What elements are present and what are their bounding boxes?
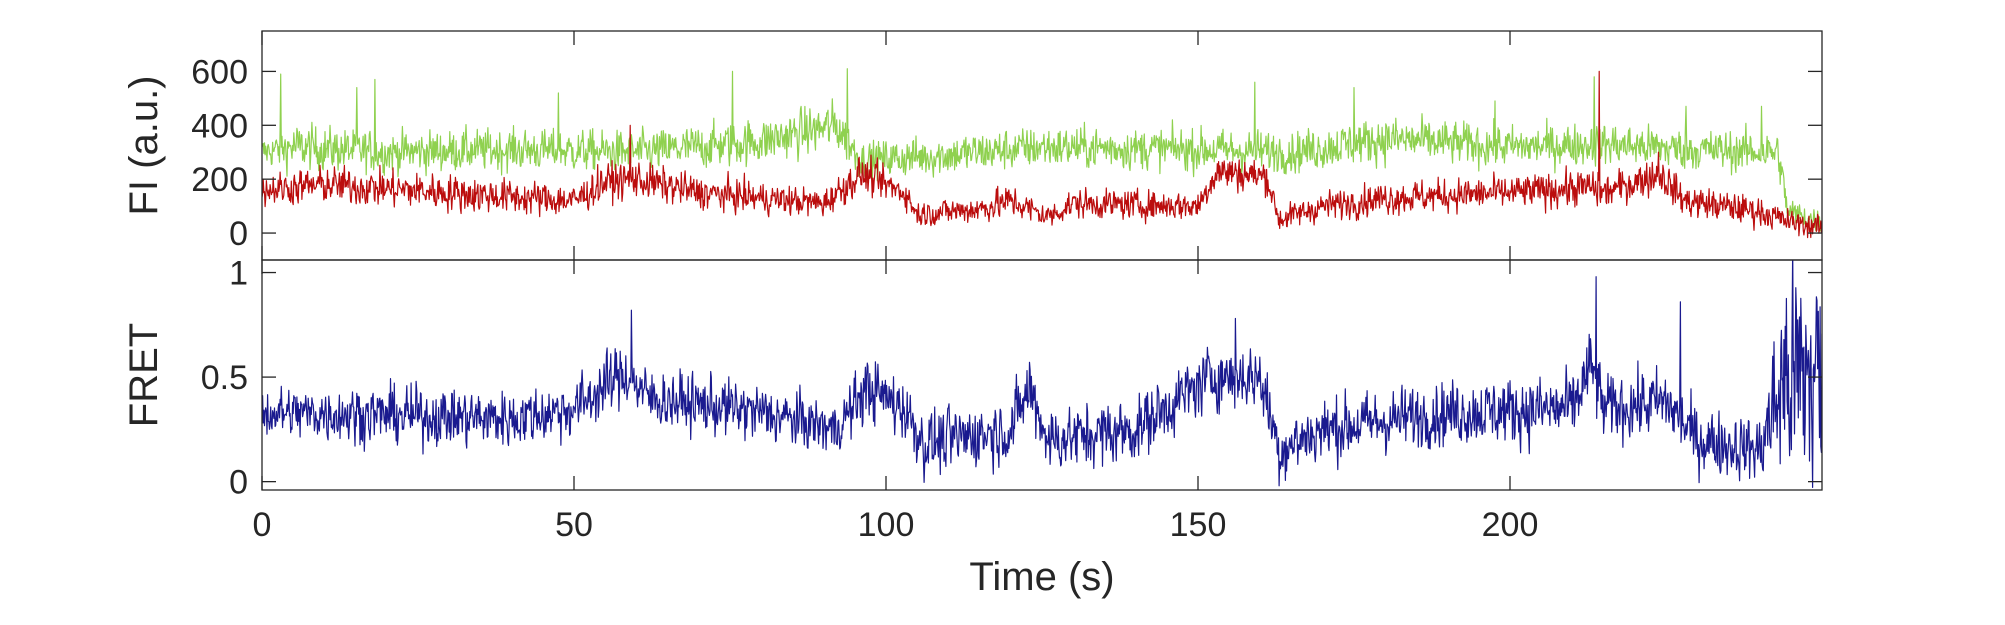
fluorescence-panel: 0 200 400 600 FI (a.u.) <box>122 30 1823 261</box>
x-tick-label: 200 <box>1482 506 1539 544</box>
y-tick-label: 600 <box>191 53 248 91</box>
y-axis-label: FI (a.u.) <box>122 75 166 215</box>
y-tick-label: 400 <box>191 107 248 145</box>
series-line-0 <box>262 260 1822 488</box>
axes-frame <box>261 259 1823 491</box>
y-tick-label: 0 <box>229 464 248 502</box>
x-tick-label: 150 <box>1170 506 1227 544</box>
y-tick-label: 0.5 <box>201 359 248 397</box>
x-tick-label: 50 <box>555 506 593 544</box>
x-axis-label: Time (s) <box>969 555 1114 599</box>
x-tick-label: 0 <box>253 506 272 544</box>
y-tick-label: 200 <box>191 161 248 199</box>
series-line-0 <box>262 68 1822 232</box>
fret-panel: 0 0.5 1 0 50 100 150 200 FRET Time (s) <box>122 255 1823 599</box>
y-tick-label: 1 <box>229 255 248 293</box>
y-axis-label: FRET <box>122 323 166 427</box>
series-line-1 <box>262 70 1822 239</box>
x-tick-label: 100 <box>858 506 915 544</box>
y-tick-label: 0 <box>229 215 248 253</box>
